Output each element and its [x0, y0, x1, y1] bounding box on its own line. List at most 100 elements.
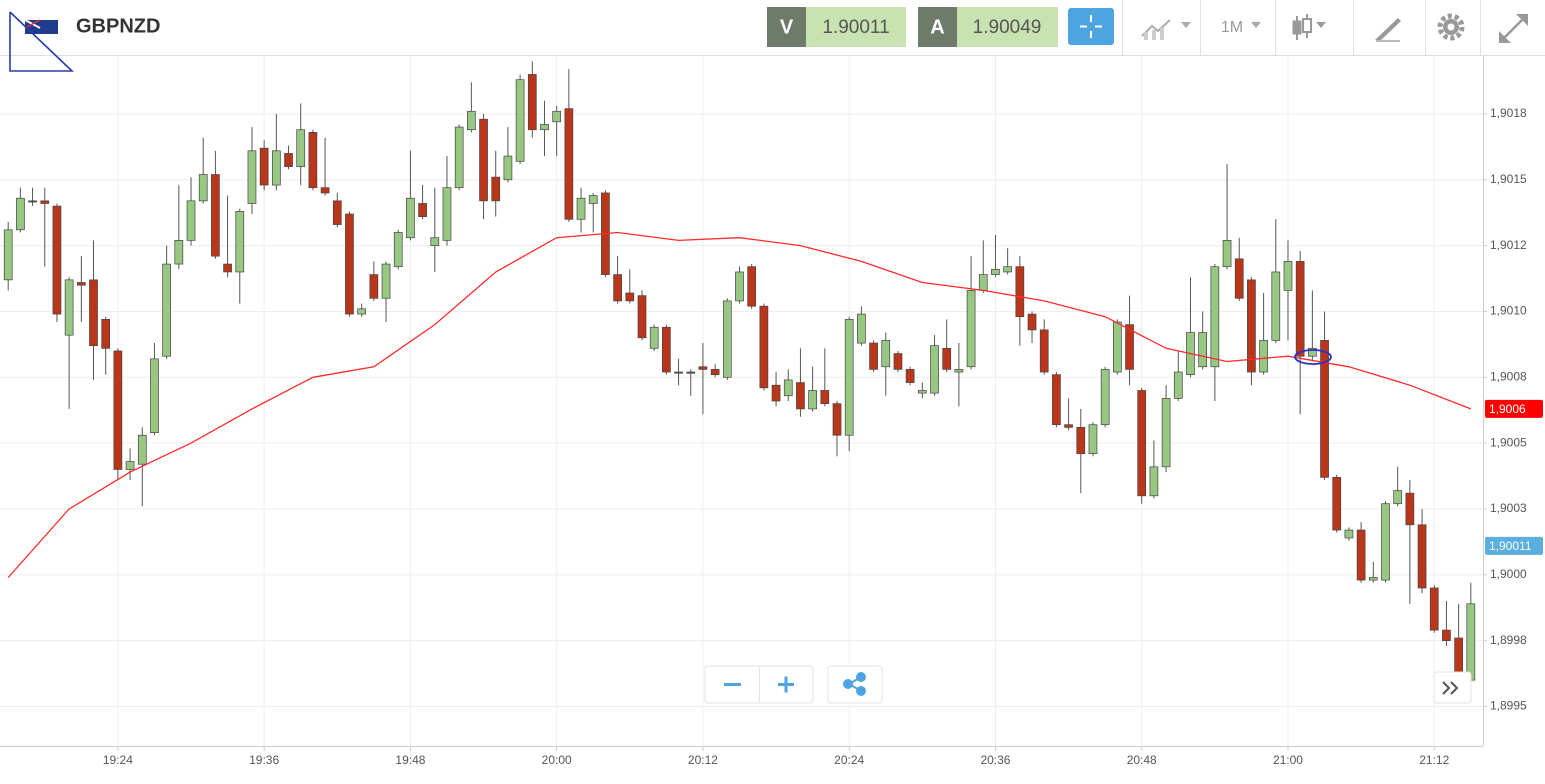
candle-body — [308, 132, 318, 189]
x-tick-label: 19:48 — [395, 753, 425, 767]
candle-body — [1332, 477, 1342, 531]
candle-body — [223, 263, 232, 273]
timeframe: 1M — [1221, 19, 1243, 36]
candle-body — [345, 213, 354, 315]
candle-body — [1222, 240, 1232, 268]
candle-body — [101, 319, 111, 349]
candle-body — [162, 263, 171, 357]
candle-body — [832, 403, 842, 436]
bid-button[interactable] — [767, 7, 806, 47]
axes: 1,9018 1,9015 1,9012 1,9010 1,9008 1,9005 1,90… — [0, 56, 1527, 767]
candle-body — [710, 369, 720, 376]
price-marker — [1485, 399, 1543, 418]
candle-body — [1234, 258, 1244, 299]
candle-body — [1088, 424, 1098, 455]
candle-body — [722, 300, 732, 378]
share-box[interactable] — [827, 665, 883, 704]
candle-body — [1442, 629, 1451, 642]
y-tick-label: 1,9010 — [1490, 304, 1527, 318]
candle-body — [369, 274, 379, 299]
candle-body — [89, 279, 98, 347]
ask-button[interactable] — [918, 7, 957, 47]
candle-body — [1003, 266, 1012, 273]
candle-body — [747, 266, 757, 307]
draw-tool-button[interactable] — [1375, 18, 1401, 42]
candle-body — [491, 176, 501, 202]
candle-body — [771, 384, 781, 402]
candle-body — [186, 200, 196, 241]
price-marker-label: 1,9006 — [1489, 402, 1526, 416]
candle-body — [662, 326, 671, 373]
candle-body — [1076, 426, 1086, 455]
settings-button[interactable] — [1437, 13, 1465, 41]
candle-body — [332, 200, 342, 225]
candle-body — [357, 308, 367, 315]
candle-body — [966, 290, 976, 368]
candle-body — [674, 371, 683, 374]
fullscreen-button[interactable] — [1499, 14, 1528, 43]
candle-body — [430, 237, 440, 246]
candle-body — [211, 174, 220, 257]
candle-body — [1015, 266, 1025, 318]
candle-body — [991, 268, 1000, 275]
candle-body — [869, 342, 878, 370]
candle-body — [613, 274, 622, 302]
candle-body — [1405, 492, 1415, 526]
candle-body — [259, 147, 269, 186]
candle-body — [16, 197, 25, 231]
candle-body — [393, 232, 403, 268]
x-tick-label: 20:12 — [688, 753, 718, 767]
scroll-end-icon — [1442, 681, 1459, 695]
candle-body — [796, 382, 805, 410]
candle-body — [1320, 340, 1329, 478]
symbol: GBPNZD — [76, 15, 160, 37]
candles-button[interactable] — [1292, 14, 1326, 40]
crosshair-button[interactable] — [1068, 8, 1114, 45]
timeframe-button[interactable]: 1M — [1221, 19, 1261, 36]
candle-body — [917, 390, 927, 394]
y-tick-label: 1,9012 — [1490, 238, 1527, 252]
candle-body — [1417, 524, 1427, 589]
price-marker-label: 1,90011 — [1489, 539, 1532, 553]
chart-type-button[interactable] — [1141, 19, 1191, 40]
candle-body — [905, 369, 915, 383]
candle-body — [320, 187, 330, 194]
zoom-in-button[interactable] — [778, 676, 794, 693]
y-tick-label: 1,9008 — [1490, 369, 1527, 383]
moving-average — [7, 231, 1472, 578]
candle-body — [844, 319, 854, 436]
candle-body — [479, 118, 488, 202]
bid-box[interactable] — [806, 7, 906, 47]
candle-body — [1247, 279, 1256, 373]
candle-body — [783, 379, 793, 397]
candle-body — [247, 150, 257, 204]
candle-body — [113, 350, 123, 470]
candle-body — [515, 79, 525, 162]
candle-body — [1393, 490, 1403, 505]
bid-price: 1.90011 — [822, 17, 889, 38]
candle-body — [1125, 324, 1134, 370]
candle-body — [503, 155, 513, 181]
candle-body — [76, 282, 86, 286]
candle-body — [40, 200, 50, 204]
candle-body — [857, 313, 866, 344]
candle-body — [64, 279, 74, 336]
candle-body — [1100, 369, 1110, 426]
candle-body — [1259, 340, 1268, 373]
candle-body — [235, 211, 245, 273]
candle-body — [3, 229, 13, 281]
candle-body — [1271, 271, 1281, 341]
x-tick-label: 20:36 — [980, 753, 1010, 767]
candle-body — [930, 345, 939, 394]
candle-body — [454, 126, 464, 189]
crosshair-icon — [1080, 15, 1102, 38]
candle-body — [1356, 529, 1366, 581]
candle-body — [381, 263, 391, 299]
scroll-end-button[interactable] — [1433, 671, 1472, 704]
candle-body — [576, 197, 586, 220]
plot-area — [3, 61, 1476, 702]
candle-body — [686, 371, 696, 374]
price-markers: 1,9006 1,90011 — [1485, 399, 1543, 555]
ask-box[interactable] — [957, 7, 1058, 47]
